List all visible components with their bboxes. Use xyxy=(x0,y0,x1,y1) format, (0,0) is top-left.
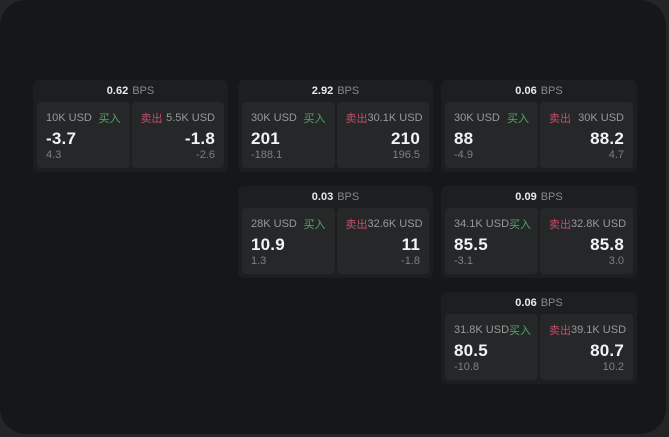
card-header: 0.06 BPS xyxy=(441,292,637,314)
sell-delta: -1.8 xyxy=(401,255,420,267)
buy-price: -3.7 xyxy=(46,129,77,148)
sell-panel[interactable]: 卖出 39.1K USD 80.7 10.2 xyxy=(540,314,633,380)
card-header: 0.06 BPS xyxy=(441,80,637,102)
buy-amount: 10K USD xyxy=(46,112,92,124)
bps-unit-label: BPS xyxy=(540,297,563,309)
bps-value: 0.06 xyxy=(515,297,537,309)
buy-amount: 30K USD xyxy=(251,112,297,124)
buy-price: 85.5 xyxy=(454,235,488,254)
buy-price: 88 xyxy=(454,129,474,148)
sell-panel[interactable]: 卖出 32.6K USD 11 -1.8 xyxy=(336,208,429,274)
buy-panel[interactable]: 31.8K USD 买入 80.5 -10.8 xyxy=(445,314,538,380)
sell-price: 210 xyxy=(391,129,420,148)
sell-amount: 32.8K USD xyxy=(571,218,627,230)
sell-delta: 196.5 xyxy=(392,149,420,161)
sell-price: 85.8 xyxy=(590,235,624,254)
sell-label: 卖出 xyxy=(140,113,163,125)
sell-amount: 30.1K USD xyxy=(367,112,423,124)
buy-delta: 4.3 xyxy=(46,149,62,161)
sell-amount: 39.1K USD xyxy=(571,324,627,336)
buy-label: 买入 xyxy=(303,219,326,231)
quote-card: 0.06 BPS 30K USD 买入 88 -4.9 卖出 30K USD 8… xyxy=(441,80,637,172)
quote-card: 0.03 BPS 28K USD 买入 10.9 1.3 卖出 32.6K US… xyxy=(238,186,433,278)
buy-price: 201 xyxy=(251,129,280,148)
sell-label: 卖出 xyxy=(549,113,571,125)
buy-label: 买入 xyxy=(98,113,121,125)
bps-value: 0.06 xyxy=(515,85,537,97)
sell-label: 卖出 xyxy=(345,113,368,125)
bps-unit-label: BPS xyxy=(540,191,563,203)
bps-unit-label: BPS xyxy=(337,191,360,203)
sell-amount: 30K USD xyxy=(578,112,624,124)
buy-label: 买入 xyxy=(509,219,532,231)
buy-panel[interactable]: 28K USD 买入 10.9 1.3 xyxy=(242,208,335,274)
buy-label: 买入 xyxy=(303,113,326,125)
bps-value: 0.09 xyxy=(515,191,537,203)
buy-amount: 28K USD xyxy=(251,218,297,230)
buy-panel[interactable]: 30K USD 买入 88 -4.9 xyxy=(445,102,538,168)
bps-value: 2.92 xyxy=(311,85,334,97)
sell-label: 卖出 xyxy=(549,325,571,337)
buy-delta: -3.1 xyxy=(454,255,473,267)
buy-label: 买入 xyxy=(509,325,532,337)
card-header: 0.09 BPS xyxy=(441,186,637,208)
buy-price: 80.5 xyxy=(454,341,488,360)
sell-delta: -2.6 xyxy=(196,149,215,161)
buy-panel[interactable]: 10K USD 买入 -3.7 4.3 xyxy=(37,102,130,168)
buy-delta: 1.3 xyxy=(251,255,267,267)
quote-card: 0.06 BPS 31.8K USD 买入 80.5 -10.8 卖出 39.1… xyxy=(441,292,637,384)
buy-panel[interactable]: 30K USD 买入 201 -188.1 xyxy=(242,102,335,168)
buy-delta: -4.9 xyxy=(454,149,473,161)
sell-price: 88.2 xyxy=(590,129,624,148)
card-header: 2.92 BPS xyxy=(238,80,433,102)
sell-delta: 3.0 xyxy=(608,255,624,267)
buy-amount: 30K USD xyxy=(454,112,500,124)
bps-unit-label: BPS xyxy=(540,85,563,97)
bps-unit-label: BPS xyxy=(337,85,360,97)
quote-card: 2.92 BPS 30K USD 买入 201 -188.1 卖出 30.1K … xyxy=(238,80,433,172)
sell-amount: 5.5K USD xyxy=(166,112,215,124)
quote-card: 0.09 BPS 34.1K USD 买入 85.5 -3.1 卖出 32.8K… xyxy=(441,186,637,278)
sell-panel[interactable]: 卖出 5.5K USD -1.8 -2.6 xyxy=(131,102,224,168)
sell-amount: 32.6K USD xyxy=(367,218,423,230)
sell-label: 卖出 xyxy=(549,219,571,231)
sell-panel[interactable]: 卖出 30.1K USD 210 196.5 xyxy=(336,102,429,168)
bps-value: 0.03 xyxy=(311,191,334,203)
buy-delta: -188.1 xyxy=(251,149,283,161)
sell-delta: 10.2 xyxy=(602,361,624,373)
quote-card: 0.62 BPS 10K USD 买入 -3.7 4.3 卖出 5.5K USD… xyxy=(33,80,228,172)
sell-price: -1.8 xyxy=(184,129,215,148)
buy-label: 买入 xyxy=(507,113,529,125)
bps-value: 0.62 xyxy=(106,85,129,97)
buy-amount: 31.8K USD xyxy=(454,324,510,336)
bps-unit-label: BPS xyxy=(132,85,155,97)
sell-panel[interactable]: 卖出 32.8K USD 85.8 3.0 xyxy=(540,208,633,274)
card-header: 0.03 BPS xyxy=(238,186,433,208)
buy-price: 10.9 xyxy=(251,235,285,254)
buy-panel[interactable]: 34.1K USD 买入 85.5 -3.1 xyxy=(445,208,538,274)
card-header: 0.62 BPS xyxy=(33,80,228,102)
sell-label: 卖出 xyxy=(345,219,368,231)
sell-price: 11 xyxy=(401,235,420,254)
sell-delta: 4.7 xyxy=(608,149,624,161)
sell-panel[interactable]: 卖出 30K USD 88.2 4.7 xyxy=(540,102,633,168)
sell-price: 80.7 xyxy=(590,341,624,360)
buy-amount: 34.1K USD xyxy=(454,218,510,230)
buy-delta: -10.8 xyxy=(454,361,480,373)
